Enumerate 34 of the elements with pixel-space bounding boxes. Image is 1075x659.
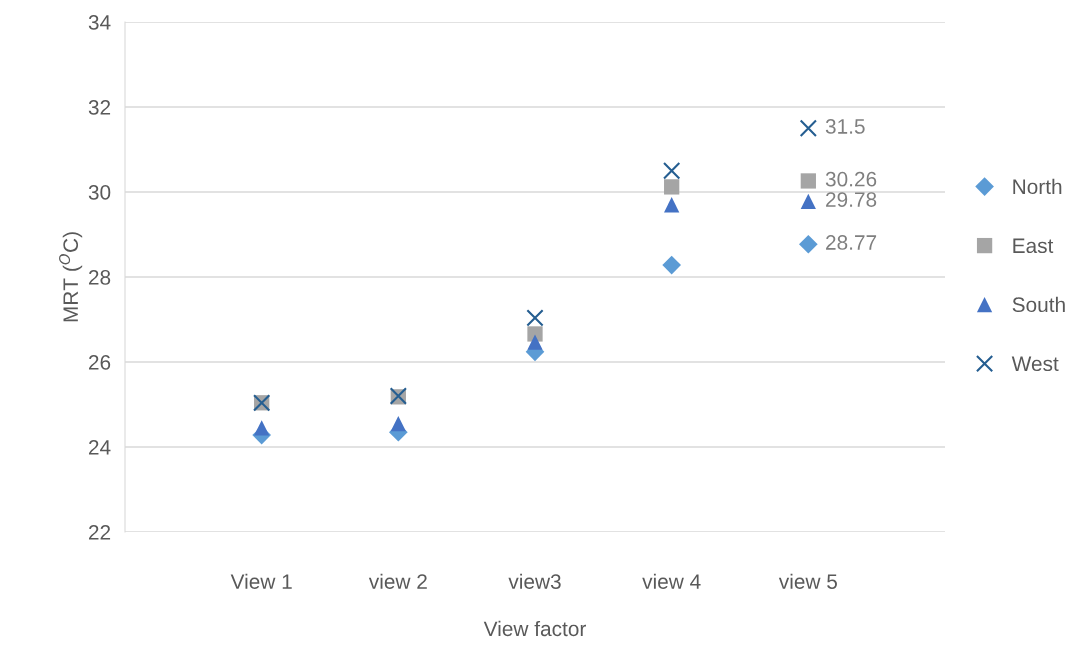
point <box>526 309 544 327</box>
y-axis-title: MRT ($^{O}$C) <box>59 232 83 322</box>
legend-label: West <box>1011 356 1059 372</box>
y-tick-label: 26 <box>88 355 111 370</box>
legend-label: South <box>1012 296 1065 313</box>
legend-label: East <box>1013 238 1054 254</box>
x-tick-label: view 2 <box>368 573 427 589</box>
x-tick-label: View 1 <box>230 573 292 589</box>
point <box>799 119 818 137</box>
point <box>800 193 816 209</box>
point <box>254 420 270 436</box>
data-label: 30.26 <box>825 171 877 187</box>
y-tick-label: 22 <box>88 525 111 540</box>
x-axis-title: View factor <box>483 620 586 637</box>
y-tick-label: 34 <box>88 15 111 30</box>
point <box>662 255 681 275</box>
data-label: 29.78 <box>826 192 877 207</box>
y-tick-label: 28 <box>88 270 111 285</box>
point <box>390 415 406 432</box>
x-tick-label: view 4 <box>642 573 701 589</box>
point <box>664 179 680 195</box>
point <box>664 197 680 213</box>
y-tick-label: 24 <box>88 440 111 455</box>
x-tick-label: view 5 <box>778 573 837 589</box>
data-label: 28.77 <box>826 235 877 250</box>
point <box>527 334 543 350</box>
point <box>799 234 818 254</box>
point <box>662 162 681 180</box>
data-label: 31.5 <box>825 119 865 134</box>
y-tick-label: 32 <box>88 100 111 115</box>
y-tick-label: 30 <box>88 185 111 200</box>
point <box>800 173 816 189</box>
x-tick-label: view3 <box>508 573 561 589</box>
legend-label: North <box>1013 178 1062 195</box>
